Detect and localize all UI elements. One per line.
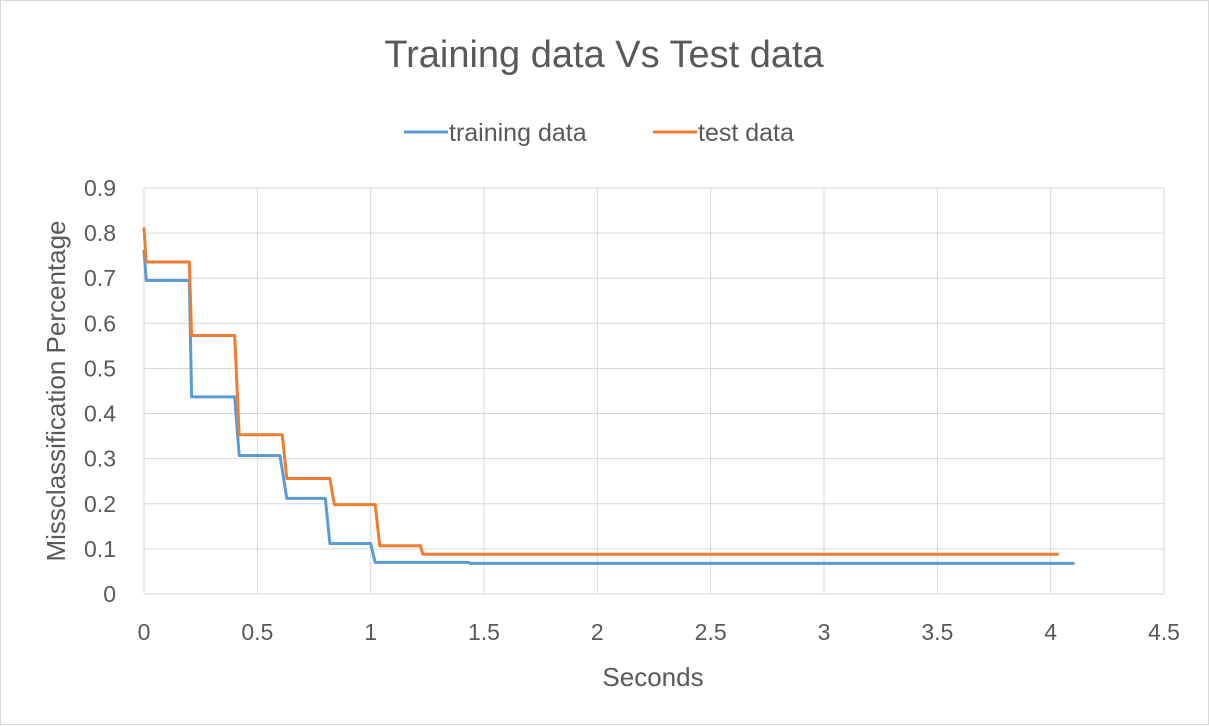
x-tick-label: 2.5: [695, 619, 727, 645]
y-tick-label: 0.5: [84, 355, 116, 381]
y-axis-title: Missclassification Percentage: [41, 220, 71, 561]
x-tick-label: 3.5: [921, 619, 953, 645]
legend: training data test data: [404, 119, 794, 147]
plot-series: [142, 227, 1075, 565]
x-axis-title: Seconds: [602, 662, 703, 692]
y-tick-label: 0.8: [84, 220, 116, 246]
series-line-training-data: [142, 249, 1075, 565]
y-tick-label: 0.9: [84, 175, 116, 201]
x-tick-label: 0.5: [241, 619, 273, 645]
y-tick-label: 0.6: [84, 310, 116, 336]
y-tick-label: 0: [103, 581, 116, 607]
gridlines: [143, 187, 1165, 595]
x-tick-label: 1.5: [468, 619, 500, 645]
x-tick-label: 4.5: [1148, 619, 1180, 645]
chart-title: Training data Vs Test data: [384, 34, 824, 76]
series-line-test-data: [142, 227, 1059, 556]
y-tick-label: 0.7: [84, 265, 116, 291]
y-tick-label: 0.1: [84, 536, 116, 562]
y-tick-label: 0.2: [84, 491, 116, 517]
x-tick-label: 3: [818, 619, 831, 645]
x-tick-label: 1: [364, 619, 377, 645]
x-tick-label: 0: [138, 619, 151, 645]
legend-label-training-data: training data: [449, 119, 587, 147]
x-tick-label: 2: [591, 619, 604, 645]
y-tick-label: 0.3: [84, 446, 116, 472]
tick-labels: 0 0.1 0.2 0.3 0.4 0.5 0.6 0.7 0.8 0.9 0 0.5 1 1.5 2 2.5…: [84, 175, 1180, 645]
x-tick-label: 4: [1044, 619, 1057, 645]
y-tick-label: 0.4: [84, 401, 116, 427]
legend-label-test-data: test data: [698, 119, 794, 147]
